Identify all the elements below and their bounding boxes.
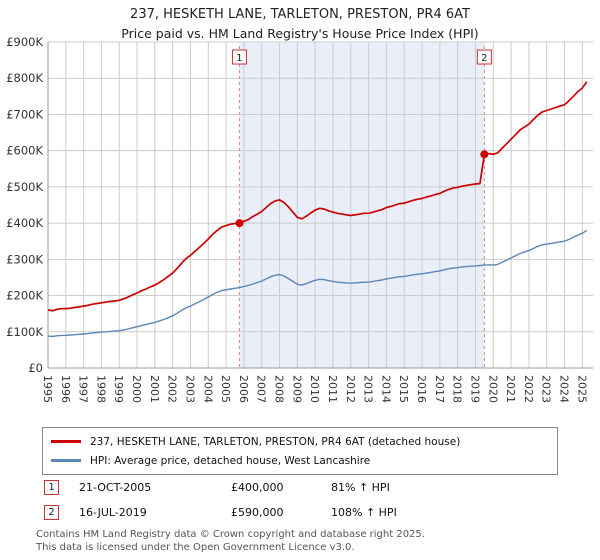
x-axis-tick-label: 1995 xyxy=(41,375,54,403)
legend-item-hpi: HPI: Average price, detached house, West… xyxy=(51,451,549,470)
x-axis-tick-label: 2005 xyxy=(219,375,232,403)
chart-legend: 237, HESKETH LANE, TARLETON, PRESTON, PR… xyxy=(42,427,558,475)
sale-flag-box xyxy=(476,49,492,65)
y-axis-tick-label: £100K xyxy=(6,325,43,339)
property-series-swatch xyxy=(51,440,81,443)
x-axis-tick-label: 1998 xyxy=(94,375,107,403)
table-row: 2 16-JUL-2019 £590,000 108% ↑ HPI xyxy=(44,504,580,521)
x-axis-tick-label: 2011 xyxy=(326,375,339,403)
x-axis-tick-label: 1997 xyxy=(77,375,90,403)
sale-flag-box xyxy=(231,49,247,65)
attribution-line-2: This data is licensed under the Open Gov… xyxy=(36,542,355,553)
x-axis-tick-label: 2004 xyxy=(201,375,214,403)
x-axis-tick-label: 2013 xyxy=(362,375,375,403)
x-axis-tick-label: 2002 xyxy=(166,375,179,403)
y-axis-tick-label: £600K xyxy=(6,144,43,158)
sale-marker xyxy=(480,150,489,159)
sale-1-price: £400,000 xyxy=(231,481,284,494)
x-axis-tick-label: 2016 xyxy=(415,375,428,403)
x-axis-tick-label: 2025 xyxy=(575,375,588,403)
sale-flag-number: 1 xyxy=(236,53,242,64)
hpi-series-swatch xyxy=(51,459,81,462)
y-axis-tick-label: £300K xyxy=(6,252,43,266)
sale-flag-number: 2 xyxy=(481,53,487,64)
x-axis-tick-label: 2010 xyxy=(308,375,321,403)
x-axis-tick-label: 1999 xyxy=(112,375,125,403)
x-axis-tick-label: 2001 xyxy=(148,375,161,403)
x-axis-tick-label: 2003 xyxy=(183,375,196,403)
attribution-line-1: Contains HM Land Registry data © Crown c… xyxy=(36,529,425,540)
x-axis-tick-label: 2006 xyxy=(237,375,250,403)
x-axis-tick-label: 2019 xyxy=(468,375,481,403)
sale-marker xyxy=(235,219,244,228)
legend-item-property: 237, HESKETH LANE, TARLETON, PRESTON, PR… xyxy=(51,432,549,451)
y-axis-tick-label: £700K xyxy=(6,107,43,121)
y-axis-tick-label: £500K xyxy=(6,180,43,194)
x-axis-tick-label: 2023 xyxy=(540,375,553,403)
sales-table: 1 21-OCT-2005 £400,000 81% ↑ HPI 2 16-JU… xyxy=(44,479,580,529)
chart-subtitle: Price paid vs. HM Land Registry's House … xyxy=(121,25,479,41)
x-axis-tick-label: 2009 xyxy=(290,375,303,403)
x-axis-tick-label: 2017 xyxy=(433,375,446,403)
chart-header: 237, HESKETH LANE, TARLETON, PRESTON, PR… xyxy=(0,6,600,42)
hpi-line xyxy=(47,229,588,338)
price-history-chart: 1995 1996 1997 1998 1999 2000 2001 2002 2003 2004… xyxy=(6,36,593,403)
sale-2-price: £590,000 xyxy=(231,506,284,519)
attribution-footer: Contains HM Land Registry data © Crown c… xyxy=(36,528,590,554)
x-axis-tick-label: 1996 xyxy=(59,375,72,403)
property-price-line xyxy=(47,81,588,312)
sale-2-hpi-delta: 108% ↑ HPI xyxy=(331,506,397,519)
x-axis-tick-label: 2020 xyxy=(486,375,499,403)
legend-label-hpi: HPI: Average price, detached house, West… xyxy=(90,454,371,467)
x-axis-tick-label: 2024 xyxy=(558,375,571,403)
sale-2-flag: 2 xyxy=(44,505,59,520)
x-axis-tick-label: 2018 xyxy=(451,375,464,403)
sale-1-flag: 1 xyxy=(44,480,59,495)
x-axis-tick-label: 2008 xyxy=(273,375,286,403)
x-axis-tick-label: 2021 xyxy=(504,375,517,403)
y-axis-tick-label: £900K xyxy=(6,36,43,49)
x-axis-tick-label: 2014 xyxy=(379,375,392,403)
x-axis-tick-label: 2022 xyxy=(522,375,535,403)
chart-title: 237, HESKETH LANE, TARLETON, PRESTON, PR… xyxy=(130,7,470,22)
sale-2-date: 16-JUL-2019 xyxy=(79,506,147,519)
y-axis-tick-label: £400K xyxy=(6,216,43,230)
x-axis-tick-label: 2012 xyxy=(344,375,357,403)
y-axis-tick-label: £800K xyxy=(6,71,43,85)
table-row: 1 21-OCT-2005 £400,000 81% ↑ HPI xyxy=(44,479,580,496)
x-axis-tick-label: 2015 xyxy=(397,375,410,403)
y-axis-tick-label: £0 xyxy=(28,361,43,375)
between-sales-shading xyxy=(239,42,485,368)
sale-1-date: 21-OCT-2005 xyxy=(79,481,152,494)
x-axis-tick-label: 2007 xyxy=(255,375,268,403)
sale-1-hpi-delta: 81% ↑ HPI xyxy=(331,481,390,494)
y-axis-tick-label: £200K xyxy=(6,289,43,303)
x-axis-tick-label: 2000 xyxy=(130,375,143,403)
legend-label-property: 237, HESKETH LANE, TARLETON, PRESTON, PR… xyxy=(90,435,461,448)
